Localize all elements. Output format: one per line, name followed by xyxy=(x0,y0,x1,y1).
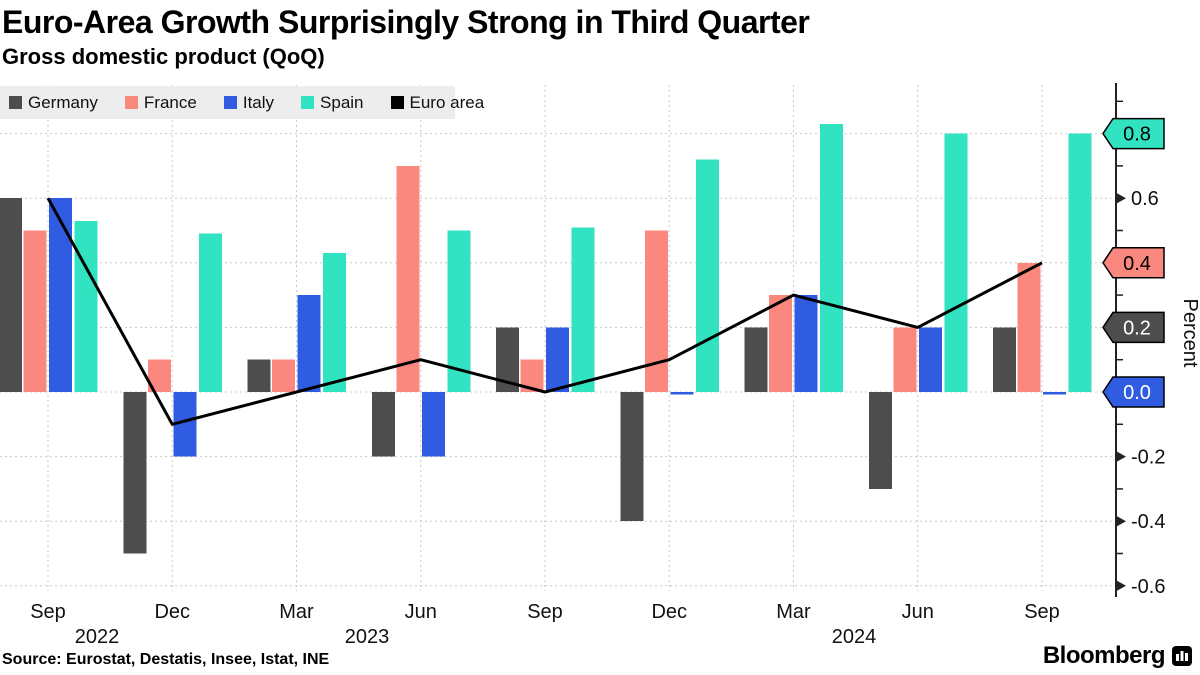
x-tick-label-jun-2024: Jun xyxy=(902,601,934,623)
bar-italy-sep-2022 xyxy=(49,198,72,392)
legend-label: France xyxy=(143,92,197,112)
x-year-label-2023: 2023 xyxy=(345,626,390,648)
bar-germany-sep-2024 xyxy=(993,327,1016,392)
bar-italy-mar-2024 xyxy=(794,295,818,392)
y-tick-label: -0.6 xyxy=(1131,576,1165,598)
chart-title: Euro-Area Growth Surprisingly Strong in … xyxy=(2,4,810,40)
axis-badge-label: 0.4 xyxy=(1123,253,1151,275)
bar-france-sep-2023 xyxy=(520,359,544,392)
legend-item-spain: Spain xyxy=(301,92,364,113)
legend-label: Italy xyxy=(242,92,275,112)
x-tick-label-mar-2024: Mar xyxy=(776,601,811,623)
x-tick-label-sep-2022: Sep xyxy=(30,601,66,623)
bloomberg-logo: Bloomberg xyxy=(1043,642,1192,670)
bar-spain-jun-2023 xyxy=(447,230,471,392)
axis-badge-0-8: 0.8 xyxy=(1102,117,1165,150)
x-year-label-2022: 2022 xyxy=(75,626,120,648)
source-note: Source: Eurostat, Destatis, Insee, Istat… xyxy=(2,651,330,668)
bloomberg-chart-icon xyxy=(1172,646,1192,666)
bar-italy-jun-2024 xyxy=(918,327,942,392)
bar-spain-jun-2024 xyxy=(944,133,968,392)
x-axis-labels: Sep Dec Mar Jun Sep Dec Mar Jun Sep 2022 2023 2024 xyxy=(30,601,1060,648)
legend-label: Germany xyxy=(28,92,98,112)
legend-swatch-france xyxy=(124,96,138,109)
bar-france-dec-2023 xyxy=(644,230,668,392)
bar-spain-dec-2023 xyxy=(695,159,719,392)
bar-germany-jun-2023 xyxy=(371,392,395,457)
y-axis-title: Percent xyxy=(1179,299,1200,368)
bars-germany xyxy=(0,198,1016,554)
axis-badge-label: 0.2 xyxy=(1123,317,1151,339)
x-year-label-2024: 2024 xyxy=(832,626,877,648)
x-tick-label-mar-2023: Mar xyxy=(279,601,314,623)
legend-swatch-italy xyxy=(223,96,237,109)
bar-spain-mar-2024 xyxy=(820,123,843,392)
bar-italy-sep-2024 xyxy=(1043,392,1066,395)
legend-item-euro-area: Euro area xyxy=(390,92,485,113)
legend-swatch-germany xyxy=(9,96,22,109)
bar-germany-dec-2023 xyxy=(620,392,644,522)
bar-germany-sep-2022 xyxy=(0,198,22,392)
bar-italy-dec-2022 xyxy=(173,392,197,457)
x-tick-label-jun-2023: Jun xyxy=(405,601,437,623)
bar-france-jun-2024 xyxy=(893,327,917,392)
bar-germany-mar-2024 xyxy=(744,327,768,392)
bar-germany-sep-2023 xyxy=(496,327,519,392)
legend-swatch-spain xyxy=(301,96,315,109)
bar-france-dec-2022 xyxy=(147,359,171,392)
bar-germany-mar-2023 xyxy=(247,359,271,392)
legend-label: Spain xyxy=(320,92,364,112)
bars-france xyxy=(23,165,1041,392)
bar-spain-sep-2022 xyxy=(74,220,98,392)
axis-badge-0-0: 0.0 xyxy=(1102,376,1165,408)
x-tick-label-sep-2024: Sep xyxy=(1024,601,1060,623)
legend-item-france: France xyxy=(124,92,197,113)
legend-swatch-euro-area xyxy=(390,96,404,109)
bar-germany-dec-2022 xyxy=(123,392,147,554)
axis-badge-label: 0.0 xyxy=(1123,382,1151,404)
legend: Germany France Italy Spain Euro area xyxy=(0,86,484,119)
legend-label: Euro area xyxy=(409,92,485,112)
euro-area-line xyxy=(46,197,1043,426)
bar-france-mar-2024 xyxy=(769,295,792,392)
x-tick-label-sep-2023: Sep xyxy=(527,601,563,623)
bar-spain-mar-2023 xyxy=(323,253,346,392)
bar-italy-jun-2023 xyxy=(421,392,445,457)
bar-spain-sep-2024 xyxy=(1068,133,1092,392)
bar-spain-dec-2022 xyxy=(198,233,222,392)
axis-badge-0-2: 0.2 xyxy=(1102,311,1165,344)
bar-france-sep-2022 xyxy=(23,230,47,392)
y-axis-ticks: 0.8 0.6 0.4 0.2 0.0 -0.2 -0.4 -0.6 xyxy=(1102,100,1165,598)
bloomberg-logo-text: Bloomberg xyxy=(1042,642,1166,669)
bar-germany-jun-2024 xyxy=(868,392,892,489)
x-tick-label-dec-2022: Dec xyxy=(154,601,190,623)
chart-subtitle: Gross domestic product (QoQ) xyxy=(2,44,325,69)
bar-france-jun-2023 xyxy=(396,165,420,392)
bar-france-mar-2023 xyxy=(272,359,295,392)
legend-item-germany: Germany xyxy=(9,93,98,113)
y-tick-label: -0.2 xyxy=(1131,447,1165,469)
x-tick-label-dec-2023: Dec xyxy=(651,601,687,623)
bar-italy-dec-2023 xyxy=(670,392,694,395)
axis-badge-0-4: 0.4 xyxy=(1102,247,1165,279)
axis-badge-label: 0.8 xyxy=(1123,124,1151,146)
y-tick-label: 0.6 xyxy=(1131,188,1159,210)
bar-italy-mar-2023 xyxy=(297,295,321,392)
bars-italy xyxy=(49,198,1066,457)
bar-spain-sep-2023 xyxy=(571,227,595,392)
bars-spain xyxy=(74,123,1092,392)
legend-item-italy: Italy xyxy=(223,92,275,113)
bar-france-sep-2024 xyxy=(1017,262,1041,392)
y-tick-label: -0.4 xyxy=(1131,511,1165,533)
bar-italy-sep-2023 xyxy=(546,327,569,392)
